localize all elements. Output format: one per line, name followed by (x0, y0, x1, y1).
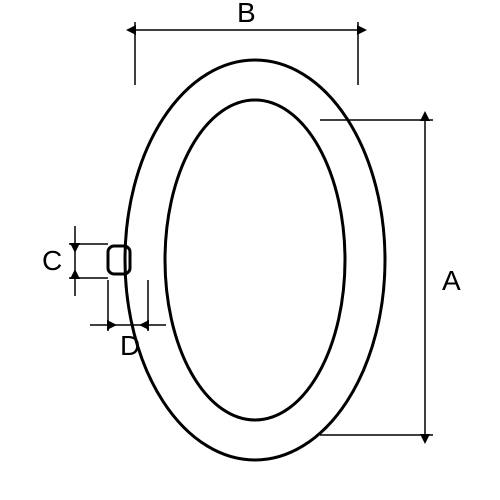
dim-label-b: B (237, 0, 256, 28)
ring-inner (165, 100, 345, 420)
dim-label-a: A (442, 265, 461, 296)
dim-label-c: C (42, 245, 62, 276)
dim-label-d: D (120, 330, 140, 361)
side-nub (108, 246, 130, 274)
dimension-diagram: A B C D (0, 0, 500, 500)
